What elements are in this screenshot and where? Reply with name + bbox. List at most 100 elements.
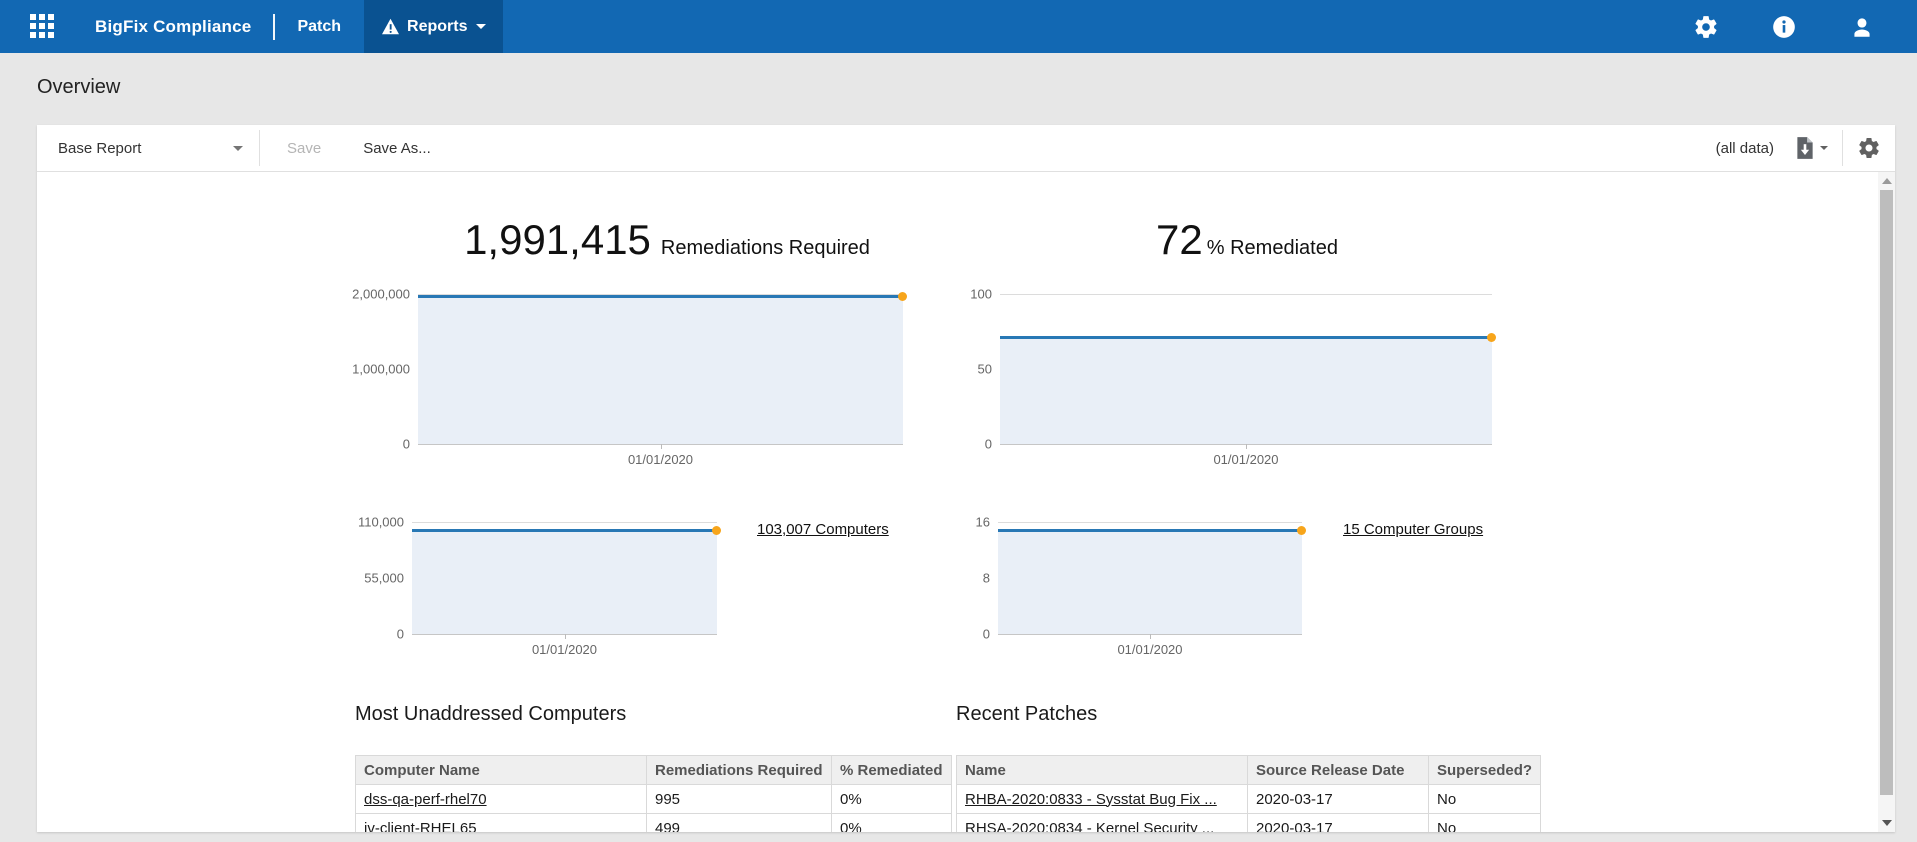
kpi-label: Remediations Required (660, 237, 870, 259)
y-axis-tick: 0 (984, 436, 992, 452)
report-panel: Base Report Save Save As... (all data) (37, 125, 1895, 832)
column-header[interactable]: Superseded? (1427, 755, 1542, 785)
area-series (418, 291, 907, 444)
endpoint-marker (712, 526, 721, 536)
y-axis: 100 50 0 (955, 287, 1000, 452)
report-select-value: Base Report (58, 139, 142, 157)
nav-divider (273, 13, 276, 40)
cell: 499 (646, 813, 832, 832)
column-header[interactable]: % Remediated (831, 755, 952, 785)
page-title: Overview (37, 76, 121, 98)
endpoint-marker (898, 291, 907, 301)
x-axis-label: 01/01/2020 (531, 642, 598, 657)
endpoint-marker (1487, 333, 1496, 342)
row-link[interactable]: RHSA-2020:0834 - Kernel Security ... (965, 819, 1215, 833)
chevron-down-icon (233, 145, 243, 151)
warning-triangle-icon (382, 18, 400, 35)
kpi-remediations-required: 1,991,415 Remediations Required (387, 216, 947, 264)
y-axis-tick: 50 (977, 361, 992, 377)
x-axis-label: 01/01/2020 (1117, 642, 1183, 657)
y-axis: 110,000 55,000 0 (317, 515, 412, 642)
area-series (998, 526, 1306, 634)
cell: No (1427, 813, 1542, 832)
table-row: dss-qa-perf-rhel70 995 0% (355, 784, 952, 814)
scrollbar-down-arrow[interactable] (1882, 820, 1892, 826)
report-toolbar: Base Report Save Save As... (all data) (37, 125, 1895, 172)
y-axis-tick: 55,000 (364, 570, 404, 586)
area-series (1000, 333, 1496, 444)
x-axis-label: 01/01/2020 (1213, 452, 1279, 467)
export-button[interactable] (1794, 136, 1828, 160)
report-settings-button[interactable] (1857, 136, 1881, 160)
table-row: RHBA-2020:0833 - Sysstat Bug Fix ... 2020… (956, 784, 1542, 814)
plot-area (412, 522, 721, 639)
recent-patches-table: Name Source Release Date Superseded? RHBA-2… (956, 755, 1542, 833)
cell: 0% (831, 813, 952, 832)
y-axis: 16 8 0 (953, 515, 998, 642)
row-link-cell[interactable]: RHBA-2020:0833 - Sysstat Bug Fix ... (956, 784, 1248, 814)
y-axis-tick: 2,000,000 (352, 286, 410, 302)
kpi-percent-remediated: 72% Remediated (967, 216, 1527, 264)
cell: 995 (646, 784, 832, 814)
computers-link[interactable]: 103,007 Computers (757, 521, 889, 538)
toolbar-divider (1842, 130, 1843, 166)
table-row: RHSA-2020:0834 - Kernel Security ... 2020… (956, 813, 1542, 833)
y-axis-tick: 16 (975, 514, 990, 530)
row-link[interactable]: dss-qa-perf-rhel70 (364, 790, 487, 808)
data-scope-label: (all data) (1715, 139, 1774, 157)
y-axis: 2,000,000 1,000,000 0 (323, 287, 418, 452)
info-icon[interactable] (1771, 14, 1797, 40)
brand-title[interactable]: BigFix Compliance (95, 16, 252, 36)
nav-item-patch[interactable]: Patch (297, 17, 342, 35)
cell: No (1427, 784, 1542, 814)
section-title-most-unaddressed: Most Unaddressed Computers (355, 703, 627, 725)
row-link[interactable]: RHBA-2020:0833 - Sysstat Bug Fix ... (965, 790, 1217, 808)
row-link[interactable]: jv-client-RHEL65 (364, 819, 477, 833)
cell: 2020-03-17 (1247, 784, 1429, 814)
scrollbar-thumb[interactable] (1880, 190, 1893, 795)
kpi-value: 1,991,415 (464, 216, 651, 263)
y-axis-tick: 1,000,000 (352, 361, 410, 377)
chevron-down-icon (1820, 146, 1828, 150)
top-navbar: BigFix Compliance Patch Reports (0, 0, 1917, 53)
computer-groups-link[interactable]: 15 Computer Groups (1343, 521, 1484, 538)
area-series (412, 526, 721, 634)
column-header[interactable]: Computer Name (355, 755, 647, 785)
endpoint-marker (1297, 526, 1306, 535)
row-link-cell[interactable]: jv-client-RHEL65 (355, 813, 647, 833)
apps-grid-icon[interactable] (30, 13, 56, 40)
section-title-recent-patches: Recent Patches (956, 703, 1098, 725)
column-header[interactable]: Remediations Required (646, 755, 832, 785)
plot-area (998, 522, 1306, 639)
kpi-value: 72 (1156, 216, 1203, 263)
kpi-label: % Remediated (1206, 237, 1338, 259)
y-axis-tick: 0 (402, 436, 410, 452)
user-icon[interactable] (1849, 14, 1875, 40)
gear-icon[interactable] (1693, 14, 1719, 40)
y-axis-tick: 0 (396, 626, 404, 642)
report-content: 1,991,415 Remediations Required 72% Remed… (37, 172, 1878, 832)
chevron-down-icon (476, 24, 487, 29)
nav-tab-reports[interactable]: Reports (364, 0, 504, 53)
report-select-dropdown[interactable]: Base Report (58, 140, 243, 157)
plot-area (1000, 294, 1496, 449)
save-button[interactable]: Save (287, 139, 322, 157)
column-header[interactable]: Name (956, 755, 1248, 785)
y-axis-tick: 100 (970, 286, 992, 302)
nav-tab-reports-label: Reports (407, 17, 468, 35)
cell: 2020-03-17 (1247, 813, 1429, 832)
row-link-cell[interactable]: RHSA-2020:0834 - Kernel Security ... (956, 813, 1248, 833)
column-header[interactable]: Source Release Date (1247, 755, 1429, 785)
y-axis-tick: 0 (982, 626, 990, 642)
y-axis-tick: 8 (982, 570, 990, 586)
cell: 0% (831, 784, 952, 814)
export-file-icon (1797, 137, 1813, 159)
table-row: jv-client-RHEL65 499 0% (355, 813, 952, 833)
row-link-cell[interactable]: dss-qa-perf-rhel70 (355, 784, 647, 814)
toolbar-divider (259, 130, 260, 166)
scrollbar-up-arrow[interactable] (1882, 178, 1892, 184)
vertical-scrollbar[interactable] (1878, 172, 1895, 832)
gear-icon (1859, 138, 1879, 158)
most-unaddressed-computers-table: Computer Name Remediations Required% Reme… (355, 755, 952, 832)
save-as-button[interactable]: Save As... (363, 139, 431, 157)
